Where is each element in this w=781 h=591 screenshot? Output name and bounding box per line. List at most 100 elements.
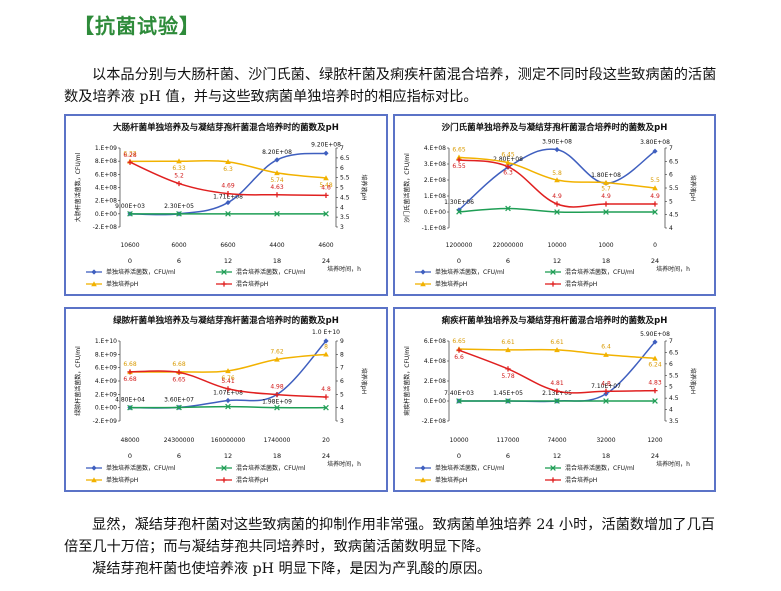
data-label: 6.61 bbox=[501, 339, 515, 346]
data-label: 10000 bbox=[449, 437, 468, 444]
data-label: 5.41 bbox=[221, 378, 235, 385]
x-tick-label: 24 bbox=[651, 257, 659, 265]
y-right-tick-label: 4 bbox=[340, 405, 344, 412]
data-label: 3.90E+08 bbox=[542, 139, 572, 146]
data-point bbox=[176, 369, 182, 375]
y-right-tick-label: 4.5 bbox=[669, 212, 679, 219]
data-label: 4.9 bbox=[552, 193, 562, 200]
x-tick-label: 18 bbox=[273, 257, 281, 265]
y-left-tick-label: 2.E+08 bbox=[424, 378, 446, 385]
legend-label: 单独培养pH bbox=[106, 280, 138, 288]
legend-label: 混合培养活菌数，CFU/ml bbox=[565, 464, 635, 472]
y-left-tick-label: -2.E+09 bbox=[93, 418, 118, 425]
data-label: 9.20E+08 bbox=[311, 141, 341, 148]
y-left-tick-label: -2.E+08 bbox=[93, 224, 118, 231]
data-point bbox=[456, 154, 462, 160]
data-point bbox=[274, 356, 280, 362]
y-right-tick-label: 4.5 bbox=[340, 194, 350, 201]
data-point bbox=[225, 403, 231, 410]
y-right-tick-label: 4.5 bbox=[669, 395, 679, 402]
data-point bbox=[323, 338, 329, 344]
chart-title: 绿脓杆菌单独培养及与凝结芽孢杆菌混合培养时的菌数及pH bbox=[113, 315, 339, 326]
data-label: 1740000 bbox=[264, 437, 291, 444]
y-right-axis-label: 培养液pH bbox=[360, 368, 368, 394]
x-tick-label: 12 bbox=[553, 452, 561, 460]
data-point bbox=[554, 147, 560, 153]
data-label: 6.65 bbox=[452, 146, 466, 153]
chart-panel-ecoli: 大肠杆菌单独培养及与凝结芽孢杆菌混合培养时的菌数及pH 1.E+09 8.E+08 6… bbox=[64, 114, 388, 296]
data-label: 4.9 bbox=[650, 193, 660, 200]
data-point bbox=[127, 211, 133, 217]
data-label: 4600 bbox=[318, 242, 333, 249]
data-point bbox=[652, 398, 658, 404]
data-label: 6600 bbox=[220, 242, 235, 249]
data-point bbox=[127, 404, 133, 411]
data-point bbox=[505, 159, 511, 165]
data-point bbox=[603, 201, 609, 207]
data-point bbox=[176, 158, 182, 164]
ph-note-paragraph: 凝结芽孢杆菌也使培养液 pH 明显下降，是因为产乳酸的原因。 bbox=[92, 561, 492, 577]
legend-label: 单独培养活菌数，CFU/ml bbox=[106, 464, 176, 472]
x-tick-label: 12 bbox=[553, 257, 561, 265]
data-point bbox=[176, 180, 182, 187]
legend-label: 混合培养pH bbox=[236, 476, 268, 484]
data-point bbox=[603, 351, 609, 357]
data-point bbox=[505, 347, 511, 353]
chart-panel-shigella: 痢疾杆菌单独培养及与凝结芽孢杆菌混合培养时的菌数及pH 6.E+08 4.E+08 2… bbox=[393, 307, 716, 492]
data-label: 1.45E+05 bbox=[493, 390, 523, 397]
y-right-tick-label: 5.5 bbox=[340, 175, 350, 182]
y-left-tick-label: 4.E+08 bbox=[424, 145, 446, 152]
y-left-tick-label: 4.E+08 bbox=[424, 358, 446, 365]
data-label: 22000000 bbox=[493, 242, 524, 249]
legend-marker bbox=[91, 281, 97, 287]
x-tick-label: 12 bbox=[224, 257, 232, 265]
y-right-axis-label: 培养液pH bbox=[689, 175, 697, 201]
data-point bbox=[225, 199, 231, 206]
y-right-tick-label: 5 bbox=[340, 391, 344, 398]
legend-label: 单独培养pH bbox=[435, 476, 467, 484]
data-point bbox=[323, 394, 329, 400]
data-label: 6.32 bbox=[123, 150, 137, 157]
data-label: 2.80E+08 bbox=[493, 156, 523, 163]
data-point bbox=[274, 157, 280, 163]
y-right-tick-label: 3.5 bbox=[669, 418, 679, 425]
data-label: 4.8 bbox=[601, 380, 611, 387]
y-right-tick-label: 6 bbox=[669, 172, 673, 179]
data-point bbox=[323, 404, 329, 411]
data-label: 8 bbox=[324, 343, 328, 350]
data-point bbox=[323, 150, 329, 156]
data-point bbox=[323, 175, 329, 181]
data-label: 6.55 bbox=[452, 163, 466, 170]
data-label: 6.68 bbox=[172, 361, 186, 368]
data-label: 6.6 bbox=[454, 354, 464, 361]
y-left-tick-label: 0.E+00 bbox=[424, 209, 446, 216]
data-label: 8.20E+08 bbox=[262, 149, 292, 156]
y-left-tick-label: 6.E+09 bbox=[95, 365, 117, 372]
y-right-tick-label: 4 bbox=[669, 407, 673, 414]
data-label: 2.30E+05 bbox=[164, 203, 194, 210]
y-left-tick-label: 1.E+08 bbox=[424, 193, 446, 200]
section-title: 【抗菌试验】 bbox=[74, 14, 200, 38]
x-tick-label: 18 bbox=[602, 452, 610, 460]
data-point bbox=[603, 179, 609, 185]
legend-label: 单独培养活菌数，CFU/ml bbox=[435, 268, 505, 276]
y-left-tick-label: 2.E+08 bbox=[424, 177, 446, 184]
data-point bbox=[323, 351, 329, 357]
data-point bbox=[652, 185, 658, 191]
data-label: 9.00E+03 bbox=[115, 203, 145, 210]
legend-marker bbox=[550, 281, 556, 287]
data-label: 6.28 bbox=[123, 152, 137, 159]
y-right-axis-label: 培养液pH bbox=[689, 368, 697, 394]
chart-panel-salmonella: 沙门氏菌单独培养及与凝结芽孢杆菌混合培养时的菌数及pH 4.E+08 3.E+08 2… bbox=[393, 114, 716, 296]
x-tick-label: 12 bbox=[224, 452, 232, 460]
data-point bbox=[323, 192, 329, 198]
data-point bbox=[652, 209, 658, 215]
data-label: 4.69 bbox=[221, 183, 235, 190]
data-label: 20 bbox=[322, 437, 330, 444]
chart-title: 沙门氏菌单独培养及与凝结芽孢杆菌混合培养时的菌数及pH bbox=[442, 122, 668, 133]
y-right-tick-label: 3 bbox=[340, 418, 344, 425]
legend-marker bbox=[550, 465, 556, 471]
data-label: 4.83 bbox=[648, 380, 662, 387]
data-point bbox=[225, 159, 231, 165]
legend-marker bbox=[221, 281, 227, 287]
